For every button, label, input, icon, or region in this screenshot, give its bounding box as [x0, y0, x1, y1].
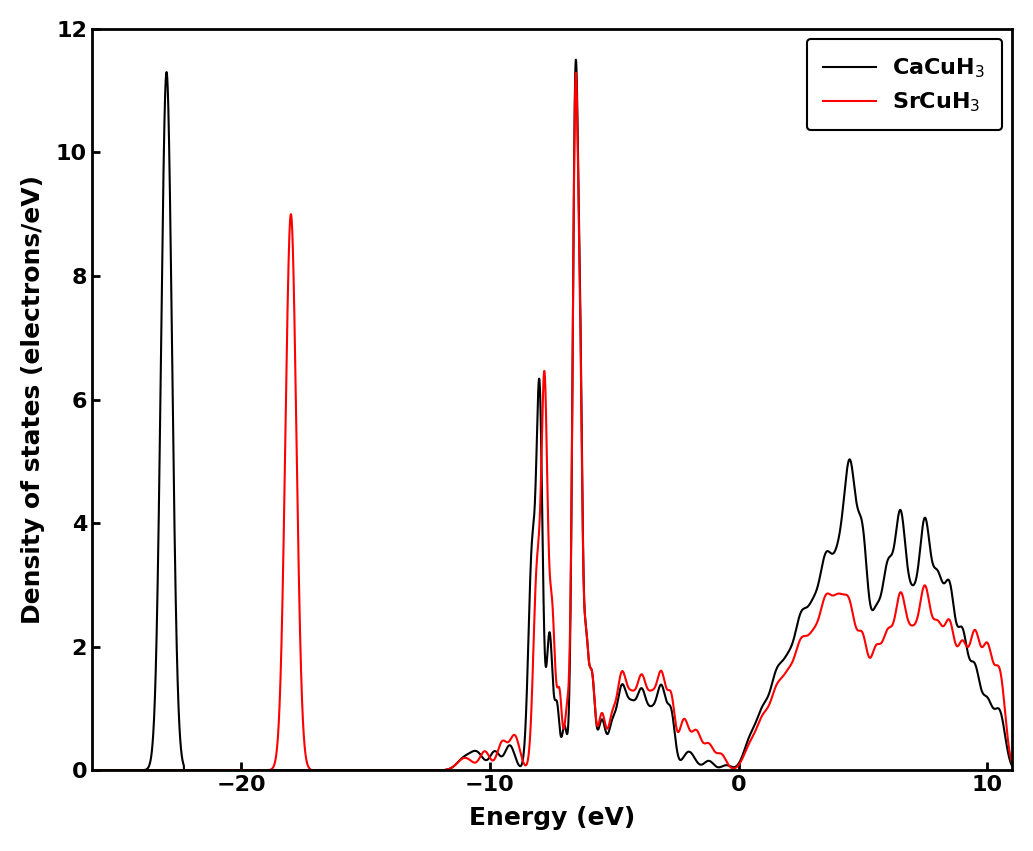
SrCuH$_3$ [769, 685, 781, 695]
SrCuH$_3$ [670, 724, 683, 734]
Legend: CaCuH$_3$, SrCuH$_3$: CaCuH$_3$, SrCuH$_3$ [807, 39, 1002, 130]
CaCuH$_3$ [1006, 761, 1019, 771]
Line: SrCuH$_3$: SrCuH$_3$ [92, 72, 1012, 770]
CaCuH$_3$ [630, 693, 643, 703]
X-axis label: Energy (eV): Energy (eV) [469, 806, 635, 831]
CaCuH$_3$ [178, 765, 190, 775]
SrCuH$_3$ [570, 67, 583, 77]
CaCuH$_3$ [817, 555, 829, 565]
SrCuH$_3$ [132, 765, 145, 775]
Y-axis label: Density of states (electrons/eV): Density of states (electrons/eV) [21, 175, 44, 624]
SrCuH$_3$ [86, 765, 98, 775]
SrCuH$_3$ [817, 596, 829, 606]
SrCuH$_3$ [630, 682, 643, 692]
CaCuH$_3$ [570, 54, 583, 65]
CaCuH$_3$ [670, 744, 683, 754]
SrCuH$_3$ [305, 765, 317, 775]
Line: CaCuH$_3$: CaCuH$_3$ [92, 60, 1012, 770]
CaCuH$_3$ [132, 765, 145, 775]
CaCuH$_3$ [86, 765, 98, 775]
CaCuH$_3$ [769, 670, 781, 680]
SrCuH$_3$ [419, 765, 432, 775]
SrCuH$_3$ [1006, 758, 1019, 768]
CaCuH$_3$ [419, 765, 432, 775]
